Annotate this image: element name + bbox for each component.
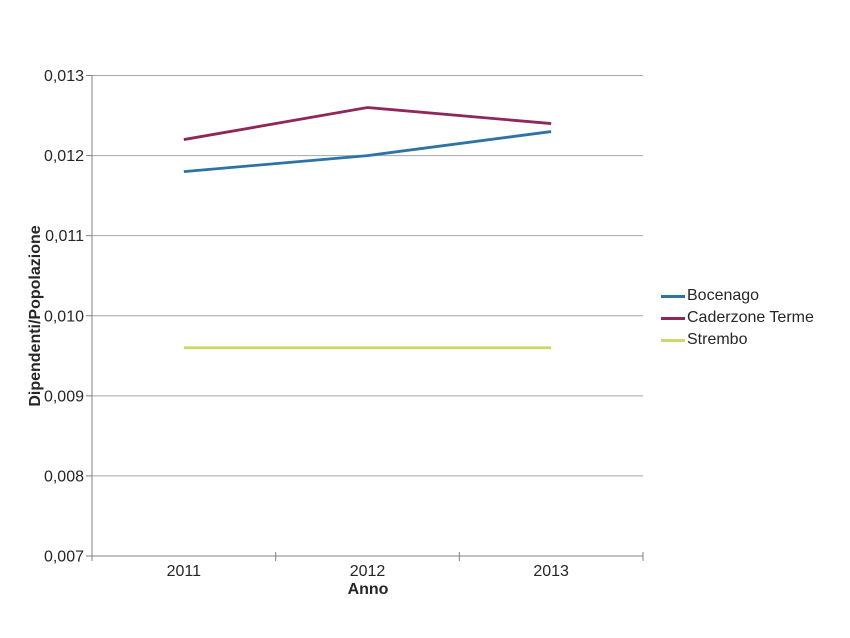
y-tick-label: 0,013: [44, 68, 84, 85]
x-axis-title: Anno: [347, 581, 389, 598]
legend-label: Strembo: [687, 331, 748, 348]
legend-item-bocenago: Bocenago: [661, 285, 814, 307]
y-tick-label: 0,007: [44, 549, 84, 566]
y-tick-label: 0,008: [44, 468, 84, 485]
y-tick-label: 0,011: [45, 228, 84, 245]
x-tick-label: 2013: [533, 563, 569, 580]
series-line-bocenago: [183, 130, 552, 173]
legend-item-caderzone-terme: Caderzone Terme: [661, 307, 814, 329]
y-tick-label: 0,010: [44, 308, 84, 325]
legend-line-swatch: [661, 316, 685, 320]
y-tick-label: 0,012: [44, 148, 84, 165]
legend-label: Caderzone Terme: [687, 309, 814, 326]
legend-item-strembo: Strembo: [661, 329, 814, 351]
legend-label: Bocenago: [687, 287, 760, 304]
legend-line-swatch: [661, 294, 685, 298]
x-tick-label: 2011: [167, 563, 202, 580]
series-line-caderzone-terme: [183, 106, 552, 141]
y-axis-title: Dipendenti/Popolazione: [27, 225, 44, 407]
y-tick-label: 0,009: [44, 388, 84, 405]
x-tick-label: 2012: [350, 563, 386, 580]
chart-legend: Bocenago Caderzone Terme Strembo: [661, 285, 814, 351]
legend-line-swatch: [661, 338, 685, 342]
